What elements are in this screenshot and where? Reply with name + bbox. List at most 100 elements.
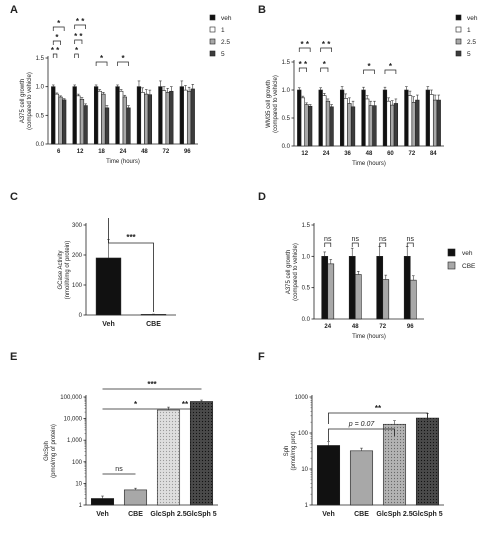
panel-e-x-tick-label: CBE <box>128 511 143 518</box>
panel-b-x-tick-label: 72 <box>409 151 416 157</box>
panel-a-bar <box>186 90 192 145</box>
panel-f-y-tick-label: 10 <box>301 467 308 473</box>
panel-a-bar <box>79 98 85 145</box>
panel-a-legend-swatch <box>209 26 216 33</box>
panel-c-bar <box>95 257 122 316</box>
panel-f-significance-bracket <box>328 428 395 441</box>
panel-f-bar <box>415 417 440 506</box>
panel-f-bar <box>349 450 374 506</box>
panel-a-significance-bracket <box>117 61 129 66</box>
panel-e-x-tick-label: GlcSph 2.5 <box>150 511 186 518</box>
panel-b-significance-label: * * <box>300 40 309 49</box>
panel-b-bar <box>318 89 323 147</box>
panel-a-bar <box>72 86 77 145</box>
panel-a-bar <box>147 94 153 145</box>
panel-f-bar <box>316 445 341 506</box>
panel-b-bar <box>361 89 366 147</box>
panel-a-x-tick-label: 96 <box>184 149 191 155</box>
panel-d-bar <box>409 279 417 320</box>
panel-b-legend-swatch <box>455 38 462 45</box>
panel-e-y-label: GlcSph(pmol/mg of protein) <box>44 424 57 478</box>
panel-a-bar <box>97 90 102 145</box>
panel-c-y-label: GCase Activity(nmol/h/mg of protein) <box>58 241 71 300</box>
panel-a-significance-label: * * <box>51 46 60 55</box>
panel-b-bar <box>365 98 370 147</box>
panel-b-bar <box>322 95 327 147</box>
panel-b-x-tick-label: 48 <box>366 151 373 157</box>
panel-d-legend-label: CBE <box>462 263 476 270</box>
panel-a-bar <box>51 86 56 145</box>
panel-b-significance-bracket <box>298 67 307 72</box>
panel-d-significance-label: ns <box>324 236 332 243</box>
panel-d-y-tick-label: 1.0 <box>302 254 311 260</box>
panel-c-letter: C <box>10 191 18 203</box>
panel-e-bar <box>156 409 181 506</box>
panel-b-x-tick-label: 12 <box>301 151 308 157</box>
panel-d-bar <box>354 274 362 320</box>
panel-d-bar <box>348 256 356 320</box>
panel-a-bar <box>62 99 67 145</box>
panel-a-bar <box>136 86 142 145</box>
panel-b-significance-bracket <box>384 69 397 74</box>
panel-b-bar <box>411 102 416 147</box>
panel-d-bar <box>376 256 384 320</box>
panel-a-bar <box>93 86 99 145</box>
panel-a-significance-label: * <box>57 19 61 28</box>
panel-d-significance-label: ns <box>379 236 387 243</box>
panel-b-legend-label: 1 <box>467 27 471 34</box>
panel-d-y-label-line: (compared to vehicle) <box>293 243 299 301</box>
panel-a-bar <box>104 107 110 145</box>
panel-d-bar <box>382 279 390 320</box>
panel-b-y-label: WM35 cell growth(compared to vehicle) <box>266 75 279 133</box>
panel-b-bar <box>415 99 420 147</box>
panel-a-x-label: Time (hours) <box>106 159 140 165</box>
panel-f-y-label: Sph(pmol/mg prot) <box>284 431 297 470</box>
panel-b-bar <box>407 95 413 147</box>
panel-d-significance-bracket <box>406 242 414 247</box>
panel-b-significance-bracket <box>363 69 375 74</box>
panel-a-significance-label: * <box>55 33 59 42</box>
panel-d-bar <box>321 256 329 320</box>
panel-e-significance-label: * <box>134 400 138 409</box>
panel-e-y-tick-label: 10 <box>75 481 82 487</box>
panel-a-bar <box>183 89 188 145</box>
panel-d-significance-bracket <box>351 242 359 247</box>
panel-a-legend-label: veh <box>221 15 232 22</box>
panel-c-significance-label: *** <box>126 233 136 242</box>
panel-a-y-label-line: A375 cell growth <box>20 79 26 123</box>
panel-b-legend-swatch <box>455 14 462 21</box>
panel-b-letter: B <box>258 4 266 16</box>
panel-d-bar <box>403 256 411 320</box>
panel-b-bar <box>297 89 302 147</box>
panel-e-x-tick-label: Veh <box>96 511 108 518</box>
panel-b-x-tick-label: 84 <box>430 151 437 157</box>
panel-e-x-tick-label: GlcSph 5 <box>186 511 216 518</box>
panel-b-bar <box>436 99 441 147</box>
panel-b-bar <box>386 100 391 147</box>
panel-b-bar <box>339 89 345 147</box>
panel-c-bar <box>140 314 167 316</box>
panel-f-x-tick-label: GlcSph 2.5 <box>376 511 412 518</box>
panel-d-y-tick-label: 0.0 <box>302 317 311 323</box>
panel-e-y-tick-label: 1 <box>79 503 83 509</box>
panel-a-bar <box>83 105 88 145</box>
panel-b-legend-label: 5 <box>467 51 471 58</box>
panel-a-bar <box>115 86 120 145</box>
panel-c-significance-bracket <box>108 218 154 312</box>
panel-d-legend-label: veh <box>462 250 473 257</box>
panel-d-bar <box>327 263 335 320</box>
panel-b-significance-bracket <box>320 47 332 52</box>
panel-b-bar <box>390 104 395 147</box>
panel-a-x-tick-label: 72 <box>163 149 170 155</box>
panel-f-y-tick-label: 100 <box>298 431 309 437</box>
panel-b-y-label-line: WM35 cell growth <box>266 80 272 128</box>
panel-a-bar <box>140 92 145 145</box>
panel-b-bar <box>325 100 331 147</box>
panel-d-x-tick-label: 72 <box>379 324 386 330</box>
panel-a-x-tick-label: 24 <box>120 149 127 155</box>
panel-a-significance-bracket <box>52 26 65 31</box>
panel-a-bar <box>144 93 149 145</box>
panel-b-significance-bracket <box>298 47 311 52</box>
panel-b-significance-bracket <box>320 67 329 72</box>
panel-a-legend-label: 1 <box>221 27 225 34</box>
